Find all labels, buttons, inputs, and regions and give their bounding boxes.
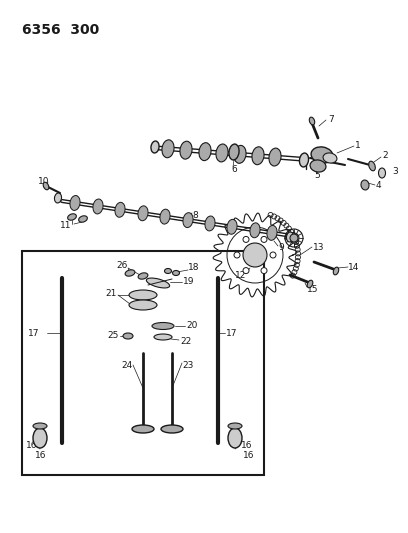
- Text: 17: 17: [28, 328, 40, 337]
- Ellipse shape: [323, 153, 337, 163]
- Ellipse shape: [307, 280, 313, 288]
- Text: 13: 13: [313, 244, 324, 253]
- Circle shape: [234, 252, 240, 258]
- Ellipse shape: [227, 220, 237, 235]
- Text: 1: 1: [355, 141, 361, 149]
- Ellipse shape: [269, 148, 281, 166]
- Text: 5: 5: [314, 172, 320, 181]
- Text: 3: 3: [392, 167, 398, 176]
- Text: 9: 9: [278, 244, 284, 253]
- Ellipse shape: [333, 267, 339, 275]
- Ellipse shape: [180, 141, 192, 159]
- Ellipse shape: [129, 300, 157, 310]
- Text: 4: 4: [376, 182, 381, 190]
- Ellipse shape: [152, 322, 174, 329]
- Text: 17: 17: [226, 328, 237, 337]
- Ellipse shape: [115, 203, 125, 217]
- Text: 2: 2: [382, 150, 388, 159]
- Circle shape: [243, 237, 249, 243]
- Circle shape: [243, 268, 249, 273]
- Ellipse shape: [361, 180, 369, 190]
- Ellipse shape: [129, 290, 157, 300]
- Text: 16: 16: [35, 450, 47, 459]
- Ellipse shape: [161, 425, 183, 433]
- Ellipse shape: [311, 147, 333, 163]
- Ellipse shape: [54, 193, 62, 203]
- Text: 8: 8: [192, 211, 198, 220]
- Ellipse shape: [228, 423, 242, 429]
- Ellipse shape: [151, 141, 159, 153]
- Text: 15: 15: [307, 285, 319, 294]
- Ellipse shape: [369, 161, 375, 171]
- Ellipse shape: [33, 428, 47, 448]
- Ellipse shape: [43, 182, 49, 190]
- Text: 23: 23: [182, 360, 193, 369]
- Ellipse shape: [252, 147, 264, 165]
- Text: 16: 16: [241, 440, 253, 449]
- Ellipse shape: [199, 143, 211, 160]
- Ellipse shape: [216, 144, 228, 162]
- Ellipse shape: [70, 196, 80, 211]
- Ellipse shape: [205, 216, 215, 231]
- Text: 6356  300: 6356 300: [22, 23, 99, 37]
- Bar: [22, 251, 264, 475]
- Ellipse shape: [379, 168, 386, 178]
- Ellipse shape: [267, 225, 277, 240]
- Ellipse shape: [138, 273, 148, 279]
- Ellipse shape: [229, 144, 239, 160]
- Ellipse shape: [132, 425, 154, 433]
- Circle shape: [261, 237, 267, 243]
- Text: 26: 26: [116, 262, 127, 271]
- Ellipse shape: [123, 333, 133, 339]
- Text: 7: 7: [328, 115, 334, 124]
- Ellipse shape: [68, 214, 76, 220]
- Text: 19: 19: [183, 278, 195, 287]
- Ellipse shape: [125, 270, 135, 276]
- Ellipse shape: [79, 216, 87, 222]
- Ellipse shape: [138, 206, 148, 221]
- Ellipse shape: [146, 278, 170, 288]
- Circle shape: [290, 234, 298, 242]
- Ellipse shape: [154, 334, 172, 340]
- Text: 24: 24: [121, 360, 132, 369]
- Ellipse shape: [299, 153, 308, 167]
- Ellipse shape: [183, 213, 193, 228]
- Text: 22: 22: [180, 336, 191, 345]
- Text: 12: 12: [235, 271, 246, 279]
- Ellipse shape: [173, 271, 180, 276]
- Ellipse shape: [228, 428, 242, 448]
- Circle shape: [270, 252, 276, 258]
- Ellipse shape: [33, 423, 47, 429]
- Circle shape: [289, 233, 299, 243]
- Text: 20: 20: [186, 321, 197, 330]
- Circle shape: [261, 268, 267, 273]
- Text: 21: 21: [105, 288, 116, 297]
- Ellipse shape: [93, 199, 103, 214]
- Ellipse shape: [162, 140, 174, 158]
- Text: 14: 14: [348, 263, 359, 272]
- Text: 10: 10: [38, 176, 49, 185]
- Text: 18: 18: [188, 263, 200, 272]
- Ellipse shape: [309, 117, 315, 125]
- Ellipse shape: [234, 146, 246, 163]
- Circle shape: [243, 243, 267, 267]
- Ellipse shape: [310, 160, 326, 172]
- Ellipse shape: [250, 223, 260, 238]
- Text: 25: 25: [107, 332, 118, 341]
- Text: 16: 16: [243, 450, 255, 459]
- Text: 16: 16: [26, 440, 38, 449]
- Ellipse shape: [286, 232, 293, 242]
- Text: 11: 11: [60, 221, 71, 230]
- Ellipse shape: [160, 209, 170, 224]
- Ellipse shape: [164, 269, 171, 273]
- Text: 6: 6: [231, 166, 237, 174]
